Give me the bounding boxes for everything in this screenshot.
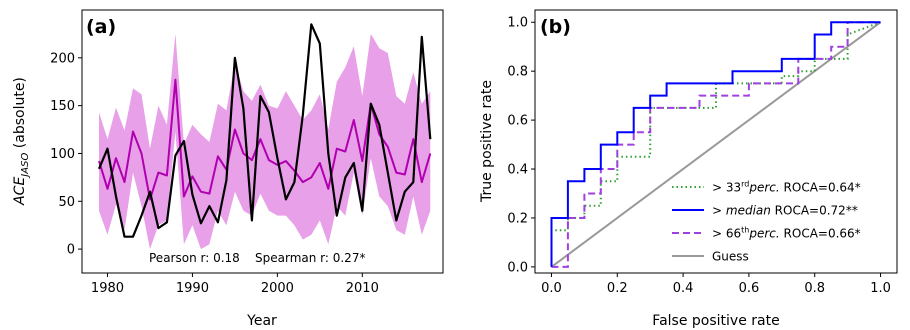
roc-curve-median: [550, 21, 881, 267]
roc-curve-66th: [551, 21, 881, 268]
y-tick-label: 0: [67, 243, 75, 258]
y-tick-label: 150: [50, 99, 75, 114]
chart-panel-a: 1980 1990 2000 2010 0 50 100 150 200 (a) Pearson…: [12, 9, 444, 329]
legend-label: > median ROCA=0.72**: [712, 204, 858, 218]
y-axis-label-a-main: ACE: [12, 177, 28, 206]
x-tick-label: 1980: [91, 281, 124, 296]
y-axis-label-b: True positive rate: [479, 80, 495, 203]
ensemble-mean-line: [98, 78, 432, 201]
observed-line: [97, 23, 432, 238]
x-tick-label: 1990: [176, 281, 209, 296]
legend-label: > 33rdperc. ROCA=0.64*: [712, 180, 861, 195]
legend-b: > 33rdperc. ROCA=0.64*> median ROCA=0.72…: [672, 180, 861, 264]
legend-label-italic: median: [726, 204, 771, 218]
y-tick-label: 0.4: [507, 163, 528, 178]
y-tick-label: 100: [50, 147, 75, 162]
y-tick-label: 0.8: [507, 65, 528, 80]
y-tick-label: 50: [58, 195, 75, 210]
y-tick-label: 1.0: [507, 16, 528, 31]
panel-label-b: (b): [540, 16, 571, 38]
x-tick-label: 0.2: [607, 281, 628, 296]
legend-label-prefix: > 66: [712, 227, 741, 241]
x-tick-label: 2010: [346, 281, 379, 296]
y-tick-label: 0.2: [507, 211, 528, 226]
x-axis-label-b: False positive rate: [652, 313, 779, 329]
x-tick-label: 2000: [261, 281, 294, 296]
legend-label: Guess: [712, 250, 749, 264]
y-axis-label-a: ACEJASO (absolute): [12, 77, 31, 206]
x-tick-label: 0.0: [541, 281, 562, 296]
y-tick-label: 0.6: [507, 114, 528, 129]
x-tick-label: 0.6: [739, 281, 760, 296]
spearman-annotation: Spearman r: 0.27*: [255, 251, 365, 265]
legend-label: > 66thperc. ROCA=0.66*: [712, 226, 861, 241]
legend-label-italic: perc.: [748, 181, 779, 195]
guess-line: [550, 21, 882, 268]
pearson-annotation: Pearson r: 0.18: [149, 251, 240, 265]
plot-frame-a: [81, 9, 444, 274]
y-tick-label: 0.0: [507, 260, 528, 275]
ensemble-spread-band: [99, 33, 431, 250]
legend-label-suffix: ROCA=0.72**: [771, 204, 858, 218]
y-tick-label: 200: [50, 51, 75, 66]
y-axis-label-a-rest: (absolute): [12, 77, 28, 153]
x-tick-label: 0.8: [804, 281, 825, 296]
legend-label-prefix: > 33: [712, 181, 741, 195]
legend-label-suffix: ROCA=0.66*: [780, 227, 861, 241]
plot-frame-b: [534, 9, 898, 274]
x-tick-label: 1.0: [870, 281, 891, 296]
x-axis-label-a: Year: [246, 313, 277, 329]
legend-label-prefix: Guess: [712, 250, 749, 264]
legend-label-suffix: ROCA=0.64*: [780, 181, 861, 195]
legend-label-sup: rd: [741, 180, 749, 189]
x-tick-label: 0.4: [673, 281, 694, 296]
legend-label-sup: th: [741, 226, 749, 235]
legend-label-prefix: >: [712, 204, 726, 218]
panel-label-a: (a): [86, 16, 116, 38]
legend-label-italic: perc.: [748, 227, 779, 241]
y-axis-label-a-sub: JASO: [20, 153, 31, 179]
chart-panel-b: 0.0 0.2 0.4 0.6 0.8 1.0 0.0 0.2 0.4 0.6 0.8 1.0 (b)…: [479, 9, 898, 329]
